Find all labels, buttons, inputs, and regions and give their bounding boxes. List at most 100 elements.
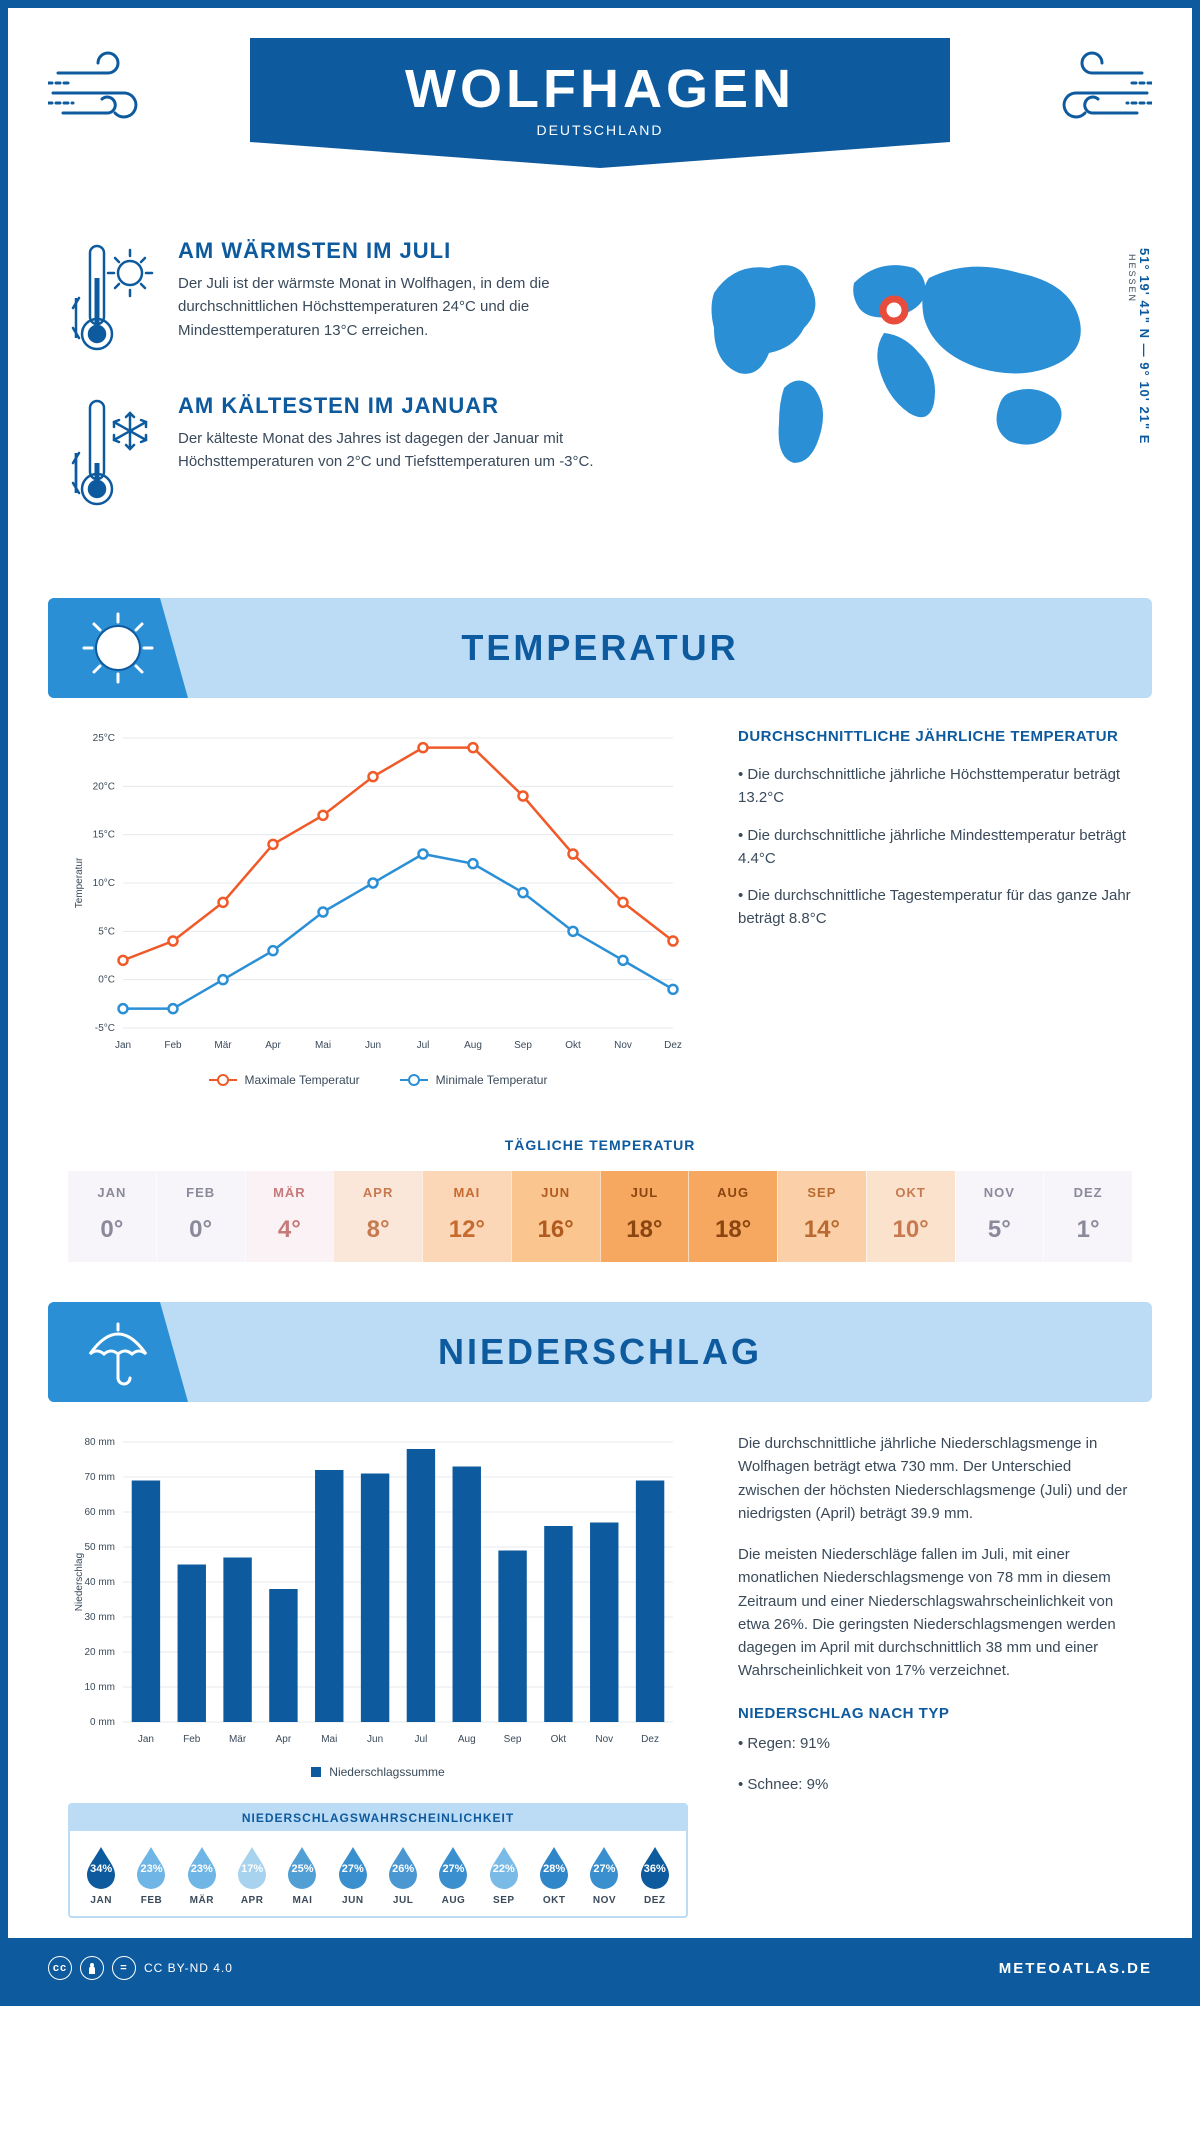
wind-icon xyxy=(48,48,168,143)
svg-text:0°C: 0°C xyxy=(98,975,115,986)
license-text: CC BY-ND 4.0 xyxy=(144,1961,233,1975)
by-icon xyxy=(80,1956,104,1980)
svg-text:Dez: Dez xyxy=(664,1040,682,1051)
svg-text:Jul: Jul xyxy=(417,1040,430,1051)
warmest-block: AM WÄRMSTEN IM JULI Der Juli ist der wär… xyxy=(68,238,627,363)
svg-text:Dez: Dez xyxy=(641,1734,659,1745)
svg-text:Mai: Mai xyxy=(315,1040,331,1051)
svg-text:Aug: Aug xyxy=(464,1040,482,1051)
daily-cell: APR8° xyxy=(333,1171,422,1262)
intro-section: AM WÄRMSTEN IM JULI Der Juli ist der wär… xyxy=(8,228,1192,578)
daily-temp-title: TÄGLICHE TEMPERATUR xyxy=(8,1137,1192,1153)
coordinates: 51° 19' 41" N — 9° 10' 21" E HESSEN xyxy=(1127,248,1152,444)
legend-min: .legend-item:nth-child(2) .legend-swatch… xyxy=(400,1073,548,1087)
svg-text:70 mm: 70 mm xyxy=(84,1472,115,1483)
svg-text:10°C: 10°C xyxy=(93,878,115,889)
prob-cell: 22% SEP xyxy=(479,1845,529,1906)
svg-text:Mär: Mär xyxy=(214,1040,232,1051)
warmest-title: AM WÄRMSTEN IM JULI xyxy=(178,238,627,264)
raindrop-icon: 23% xyxy=(133,1845,169,1889)
daily-cell: JUL18° xyxy=(600,1171,689,1262)
svg-text:15°C: 15°C xyxy=(93,830,115,841)
cc-icon: cc xyxy=(48,1956,72,1980)
site-name: METEOATLAS.DE xyxy=(999,1960,1152,1977)
svg-text:40 mm: 40 mm xyxy=(84,1577,115,1588)
precipitation-banner: NIEDERSCHLAG xyxy=(48,1302,1152,1402)
daily-cell: AUG18° xyxy=(688,1171,777,1262)
wind-icon xyxy=(1032,48,1152,143)
daily-temp-table: JAN0°FEB0°MÄR4°APR8°MAI12°JUN16°JUL18°AU… xyxy=(68,1171,1132,1262)
svg-text:60 mm: 60 mm xyxy=(84,1507,115,1518)
prob-cell: 27% JUN xyxy=(328,1845,378,1906)
svg-text:Mär: Mär xyxy=(229,1734,247,1745)
temperature-title: TEMPERATUR xyxy=(188,627,1152,669)
svg-text:0 mm: 0 mm xyxy=(90,1717,115,1728)
prob-cell: 23% FEB xyxy=(126,1845,176,1906)
svg-text:Okt: Okt xyxy=(551,1734,567,1745)
svg-text:Sep: Sep xyxy=(504,1734,522,1745)
prob-cell: 23% MÄR xyxy=(177,1845,227,1906)
raindrop-icon: 36% xyxy=(637,1845,673,1889)
warmest-text: Der Juli ist der wärmste Monat in Wolfha… xyxy=(178,272,627,342)
raindrop-icon: 27% xyxy=(586,1845,622,1889)
daily-cell: NOV5° xyxy=(955,1171,1044,1262)
prob-cell: 28% OKT xyxy=(529,1845,579,1906)
page-title: WOLFHAGEN xyxy=(250,58,950,120)
daily-cell: JUN16° xyxy=(511,1171,600,1262)
raindrop-icon: 22% xyxy=(486,1845,522,1889)
svg-text:25°C: 25°C xyxy=(93,733,115,744)
coldest-title: AM KÄLTESTEN IM JANUAR xyxy=(178,393,627,419)
prob-cell: 27% NOV xyxy=(579,1845,629,1906)
temperature-banner: TEMPERATUR xyxy=(48,598,1152,698)
svg-text:Temperatur: Temperatur xyxy=(74,857,85,908)
precipitation-probability-box: NIEDERSCHLAGSWAHRSCHEINLICHKEIT 34% JAN … xyxy=(68,1803,688,1918)
daily-cell: JAN0° xyxy=(68,1171,156,1262)
svg-text:Jan: Jan xyxy=(115,1040,131,1051)
svg-text:20 mm: 20 mm xyxy=(84,1647,115,1658)
prob-cell: 17% APR xyxy=(227,1845,277,1906)
temperature-info: DURCHSCHNITTLICHE JÄHRLICHE TEMPERATUR •… xyxy=(738,728,1132,1087)
raindrop-icon: 27% xyxy=(435,1845,471,1889)
thermometer-hot-icon xyxy=(68,238,158,363)
svg-text:Feb: Feb xyxy=(164,1040,182,1051)
sun-icon xyxy=(48,598,188,698)
page-subtitle: DEUTSCHLAND xyxy=(250,122,950,138)
svg-text:Nov: Nov xyxy=(614,1040,632,1051)
daily-cell: MAI12° xyxy=(422,1171,511,1262)
svg-text:20°C: 20°C xyxy=(93,781,115,792)
precipitation-bar-chart: 0 mm 10 mm 20 mm 30 mm 40 mm 50 mm 60 mm 70 mm 8… xyxy=(68,1432,688,1779)
daily-cell: OKT10° xyxy=(866,1171,955,1262)
thermometer-cold-icon xyxy=(68,393,158,518)
prob-cell: 25% MAI xyxy=(277,1845,327,1906)
svg-text:Apr: Apr xyxy=(276,1734,292,1745)
daily-cell: SEP14° xyxy=(777,1171,866,1262)
nd-icon: = xyxy=(112,1956,136,1980)
coldest-block: AM KÄLTESTEN IM JANUAR Der kälteste Mona… xyxy=(68,393,627,518)
svg-text:-5°C: -5°C xyxy=(95,1023,115,1034)
world-map: 51° 19' 41" N — 9° 10' 21" E HESSEN xyxy=(667,238,1132,548)
footer: cc = CC BY-ND 4.0 METEOATLAS.DE xyxy=(8,1938,1192,1998)
coldest-text: Der kälteste Monat des Jahres ist dagege… xyxy=(178,427,627,474)
raindrop-icon: 26% xyxy=(385,1845,421,1889)
raindrop-icon: 25% xyxy=(284,1845,320,1889)
svg-text:10 mm: 10 mm xyxy=(84,1682,115,1693)
umbrella-icon xyxy=(48,1302,188,1402)
prob-cell: 27% AUG xyxy=(428,1845,478,1906)
svg-text:Jul: Jul xyxy=(415,1734,428,1745)
svg-text:Jun: Jun xyxy=(365,1040,381,1051)
svg-text:Apr: Apr xyxy=(265,1040,281,1051)
svg-text:Jun: Jun xyxy=(367,1734,383,1745)
svg-text:Sep: Sep xyxy=(514,1040,532,1051)
prob-cell: 26% JUL xyxy=(378,1845,428,1906)
svg-text:30 mm: 30 mm xyxy=(84,1612,115,1623)
precipitation-info: Die durchschnittliche jährliche Niedersc… xyxy=(738,1432,1132,1918)
svg-text:80 mm: 80 mm xyxy=(84,1437,115,1448)
daily-cell: DEZ1° xyxy=(1043,1171,1132,1262)
raindrop-icon: 34% xyxy=(83,1845,119,1889)
svg-text:50 mm: 50 mm xyxy=(84,1542,115,1553)
svg-text:Feb: Feb xyxy=(183,1734,201,1745)
temperature-line-chart: -5°C0°C5°C10°C15°C20°C25°CJanFebMärAprMa… xyxy=(68,728,688,1087)
raindrop-icon: 28% xyxy=(536,1845,572,1889)
daily-cell: MÄR4° xyxy=(245,1171,334,1262)
svg-text:Mai: Mai xyxy=(321,1734,337,1745)
